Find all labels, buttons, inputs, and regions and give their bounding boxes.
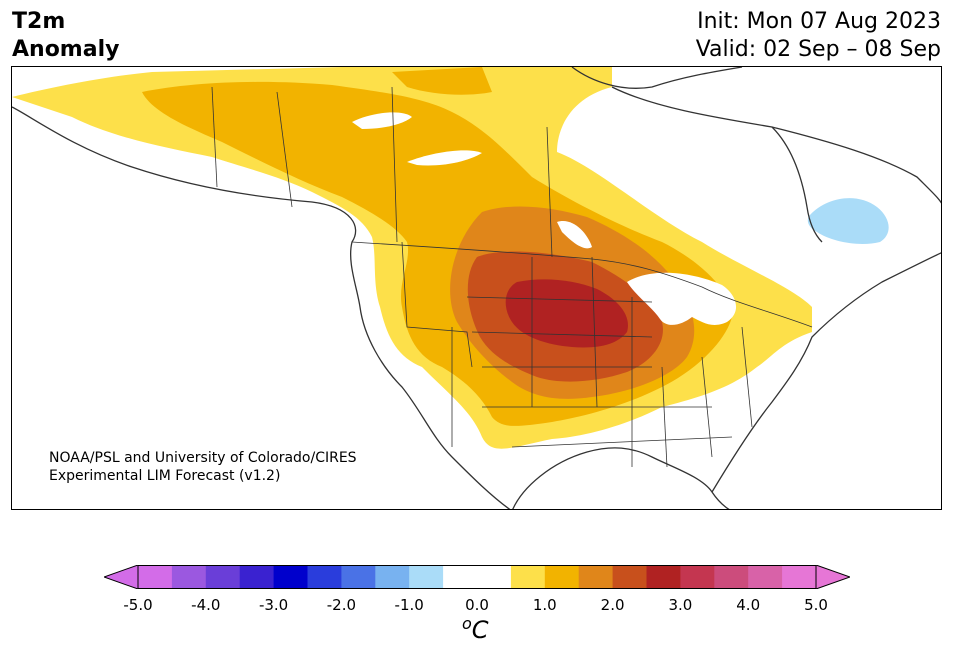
colorbar-unit: oC	[462, 614, 489, 644]
colorbar-segment	[171, 565, 207, 589]
colorbar-tick-label: 0.0	[465, 596, 489, 614]
colorbar-segment	[510, 565, 546, 589]
coastlines	[12, 67, 941, 509]
colorbar-segment	[307, 565, 342, 589]
colorbar-segment	[612, 565, 647, 589]
colorbar-tick-label: 4.0	[736, 596, 761, 614]
great-lakes	[627, 272, 737, 325]
colorbar-extend-high	[815, 564, 852, 590]
colorbar-segment	[409, 565, 444, 589]
political-borders	[211, 86, 813, 468]
colorbar-segment	[375, 565, 410, 589]
colorbar-segment	[443, 565, 478, 589]
colorbar-tick-label: -5.0	[123, 596, 153, 614]
colorbar-segment	[680, 565, 715, 589]
anomaly-1.0-1.5-north	[392, 67, 492, 95]
colorbar-segment	[205, 565, 241, 589]
colorbar-segment	[646, 565, 681, 589]
colorbar-segment	[782, 565, 817, 589]
colorbar-segment	[578, 565, 614, 589]
anomaly-neg-0.5-region	[807, 198, 889, 244]
title-variable: T2m	[12, 9, 66, 34]
colorbar-segment	[341, 565, 376, 589]
colorbar-tick-label: 2.0	[600, 596, 625, 614]
colorbar-segment	[544, 565, 580, 589]
colorbar-outline	[137, 565, 817, 589]
colorbar-segment	[239, 565, 275, 589]
colorbar-segment	[138, 565, 173, 589]
map-canvas	[12, 67, 941, 509]
colorbar-ticks: -5.0 -4.0 -3.0 -2.0 -1.0 0.0 1.0 2.0 3.0 4.0 5.0	[0, 596, 953, 616]
valid-date: Valid: 02 Sep – 08 Sep	[695, 37, 941, 62]
colorbar-extend-low	[102, 564, 139, 590]
colorbar-tick-label: -3.0	[258, 596, 289, 614]
credit-text: NOAA/PSL and University of Colorado/CIRE…	[49, 449, 357, 485]
lake-athabasca-winnipeg	[407, 150, 482, 166]
title-field: Anomaly	[12, 37, 120, 62]
init-date: Init: Mon 07 Aug 2023	[697, 9, 941, 34]
colorbar-segment	[748, 565, 783, 589]
anomaly-2.5-3.0-region	[505, 279, 628, 348]
colorbar-segment	[273, 565, 308, 589]
colorbar-tick-label: 1.0	[532, 596, 557, 614]
map-title: T2m Anomaly	[12, 8, 119, 64]
credit-line-2: Experimental LIM Forecast (v1.2)	[49, 468, 281, 484]
colorbar-tick-label: -1.0	[394, 596, 424, 614]
unit-letter: C	[471, 616, 489, 644]
great-slave-lake	[352, 112, 412, 129]
credit-line-1: NOAA/PSL and University of Colorado/CIRE…	[49, 450, 357, 466]
colorbar-segment	[714, 565, 749, 589]
colorbar-tick-label: 3.0	[668, 596, 693, 614]
forecast-dates: Init: Mon 07 Aug 2023 Valid: 02 Sep – 08…	[696, 8, 941, 64]
lake-winnipeg	[557, 221, 592, 249]
colorbar	[102, 564, 852, 593]
colorbar-tick-label: -4.0	[191, 596, 221, 614]
colorbar-segment	[477, 565, 512, 589]
anomaly-map	[11, 66, 942, 510]
colorbar-tick-label: -2.0	[326, 596, 357, 614]
unit-degree: o	[462, 614, 472, 633]
colorbar-tick-label: 5.0	[804, 596, 828, 614]
colorbar-svg	[102, 564, 852, 590]
